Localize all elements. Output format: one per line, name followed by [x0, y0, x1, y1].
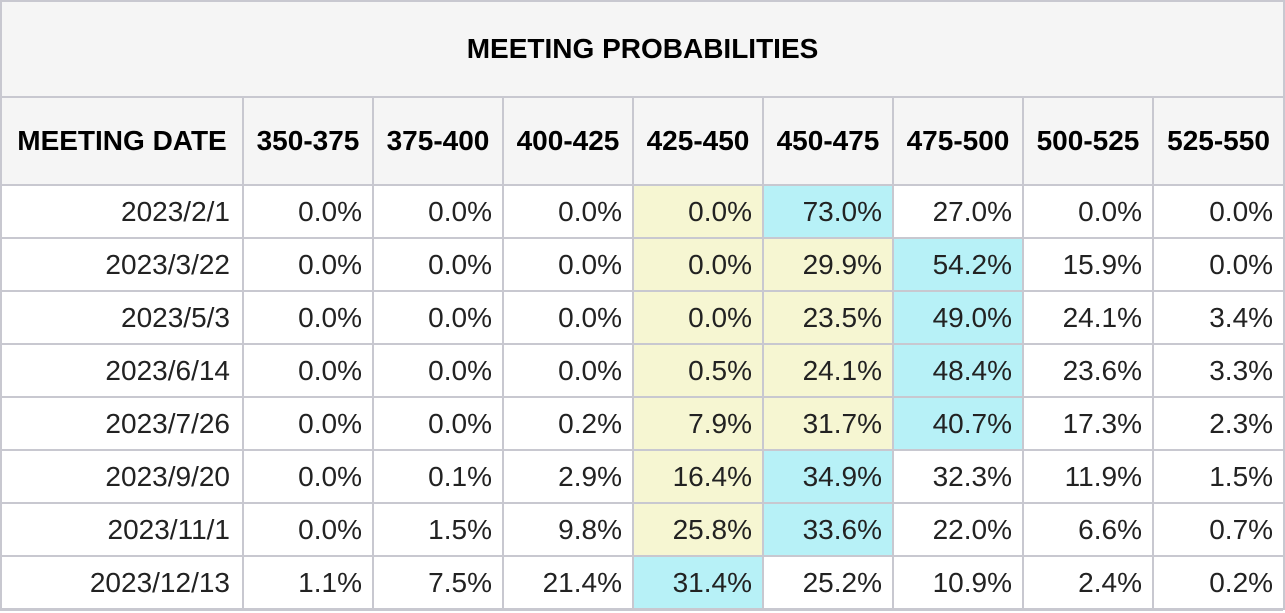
column-header-range: 450-475: [762, 96, 894, 186]
probability-cell: 23.6%: [1022, 343, 1154, 398]
probability-cell: 23.5%: [762, 290, 894, 345]
probability-cell: 0.0%: [242, 343, 374, 398]
table-row: 2023/3/22 0.0% 0.0% 0.0% 0.0% 29.9% 54.2% 15.9%…: [0, 237, 1285, 292]
meeting-date-cell: 2023/3/22: [0, 237, 244, 292]
probability-cell: 0.0%: [502, 237, 634, 292]
probability-cell: 0.0%: [242, 290, 374, 345]
column-header-range: 500-525: [1022, 96, 1154, 186]
probability-cell: 7.9%: [632, 396, 764, 451]
probability-cell: 7.5%: [372, 555, 504, 610]
probability-cell: 0.0%: [242, 502, 374, 557]
meeting-date-cell: 2023/11/1: [0, 502, 244, 557]
probability-cell: 24.1%: [762, 343, 894, 398]
probability-cell: 15.9%: [1022, 237, 1154, 292]
probability-cell: 16.4%: [632, 449, 764, 504]
column-header-range: 525-550: [1151, 96, 1285, 186]
probability-cell: 2.3%: [1151, 396, 1285, 451]
probability-cell: 25.2%: [762, 555, 894, 610]
probability-cell: 73.0%: [762, 184, 894, 239]
probability-cell: 0.2%: [1151, 555, 1285, 610]
probability-cell: 40.7%: [892, 396, 1024, 451]
probability-cell: 29.9%: [762, 237, 894, 292]
meeting-date-cell: 2023/6/14: [0, 343, 244, 398]
probability-cell: 0.0%: [242, 396, 374, 451]
table-row: 2023/6/14 0.0% 0.0% 0.0% 0.5% 24.1% 48.4% 23.6%…: [0, 343, 1285, 398]
probability-cell: 0.2%: [502, 396, 634, 451]
probability-cell: 0.0%: [372, 184, 504, 239]
column-header-meeting-date: MEETING DATE: [0, 96, 244, 186]
probability-cell: 0.0%: [632, 184, 764, 239]
meeting-date-cell: 2023/2/1: [0, 184, 244, 239]
probability-cell: 27.0%: [892, 184, 1024, 239]
probability-cell: 21.4%: [502, 555, 634, 610]
probability-cell: 49.0%: [892, 290, 1024, 345]
probability-cell: 0.5%: [632, 343, 764, 398]
meeting-date-cell: 2023/5/3: [0, 290, 244, 345]
probability-cell: 24.1%: [1022, 290, 1154, 345]
probability-cell: 0.1%: [372, 449, 504, 504]
column-header-range: 425-450: [632, 96, 764, 186]
probability-cell: 1.5%: [1151, 449, 1285, 504]
column-header-range: 475-500: [892, 96, 1024, 186]
probability-cell: 0.0%: [1151, 237, 1285, 292]
probability-cell: 9.8%: [502, 502, 634, 557]
column-header-range: 375-400: [372, 96, 504, 186]
table-row: 2023/12/13 1.1% 7.5% 21.4% 31.4% 25.2% 10.9% 2.…: [0, 555, 1285, 610]
probability-cell: 1.5%: [372, 502, 504, 557]
probability-cell: 10.9%: [892, 555, 1024, 610]
probability-cell: 0.0%: [372, 237, 504, 292]
probability-cell: 0.0%: [1151, 184, 1285, 239]
probability-cell: 2.4%: [1022, 555, 1154, 610]
table-row: 2023/11/1 0.0% 1.5% 9.8% 25.8% 33.6% 22.0% 6.6%…: [0, 502, 1285, 557]
probability-cell: 0.0%: [372, 396, 504, 451]
probability-cell: 0.0%: [632, 290, 764, 345]
meeting-date-cell: 2023/12/13: [0, 555, 244, 610]
probability-cell: 0.0%: [502, 184, 634, 239]
table-row: 2023/2/1 0.0% 0.0% 0.0% 0.0% 73.0% 27.0% 0.0% 0.…: [0, 184, 1285, 239]
probability-cell: 0.0%: [502, 290, 634, 345]
probability-cell: 17.3%: [1022, 396, 1154, 451]
meeting-date-cell: 2023/9/20: [0, 449, 244, 504]
probability-cell: 0.0%: [372, 343, 504, 398]
meeting-date-cell: 2023/7/26: [0, 396, 244, 451]
column-header-range: 400-425: [502, 96, 634, 186]
probability-cell: 0.7%: [1151, 502, 1285, 557]
table-title-row: MEETING PROBABILITIES: [0, 0, 1285, 98]
probability-cell: 34.9%: [762, 449, 894, 504]
probability-cell: 3.3%: [1151, 343, 1285, 398]
probability-cell: 6.6%: [1022, 502, 1154, 557]
probability-cell: 2.9%: [502, 449, 634, 504]
probability-cell: 31.7%: [762, 396, 894, 451]
probability-cell: 11.9%: [1022, 449, 1154, 504]
probability-cell: 33.6%: [762, 502, 894, 557]
probability-cell: 48.4%: [892, 343, 1024, 398]
probability-cell: 22.0%: [892, 502, 1024, 557]
probability-cell: 3.4%: [1151, 290, 1285, 345]
table-row: 2023/5/3 0.0% 0.0% 0.0% 0.0% 23.5% 49.0% 24.1% 3…: [0, 290, 1285, 345]
probability-cell: 31.4%: [632, 555, 764, 610]
probability-cell: 0.0%: [502, 343, 634, 398]
table-row: 2023/9/20 0.0% 0.1% 2.9% 16.4% 34.9% 32.3% 11.9…: [0, 449, 1285, 504]
probability-cell: 32.3%: [892, 449, 1024, 504]
column-header-row: MEETING DATE 350-375 375-400 400-425 425-450…: [0, 96, 1285, 186]
column-header-range: 350-375: [242, 96, 374, 186]
table-row: 2023/7/26 0.0% 0.0% 0.2% 7.9% 31.7% 40.7% 17.3%…: [0, 396, 1285, 451]
probability-cell: 25.8%: [632, 502, 764, 557]
probability-cell: 0.0%: [372, 290, 504, 345]
table-body: 2023/2/1 0.0% 0.0% 0.0% 0.0% 73.0% 27.0% 0.0% 0.…: [0, 184, 1285, 610]
probability-cell: 54.2%: [892, 237, 1024, 292]
probability-cell: 0.0%: [242, 184, 374, 239]
probability-cell: 0.0%: [242, 237, 374, 292]
probability-cell: 0.0%: [1022, 184, 1154, 239]
probability-cell: 0.0%: [242, 449, 374, 504]
probability-cell: 1.1%: [242, 555, 374, 610]
probability-cell: 0.0%: [632, 237, 764, 292]
table-title: MEETING PROBABILITIES: [0, 0, 1285, 98]
